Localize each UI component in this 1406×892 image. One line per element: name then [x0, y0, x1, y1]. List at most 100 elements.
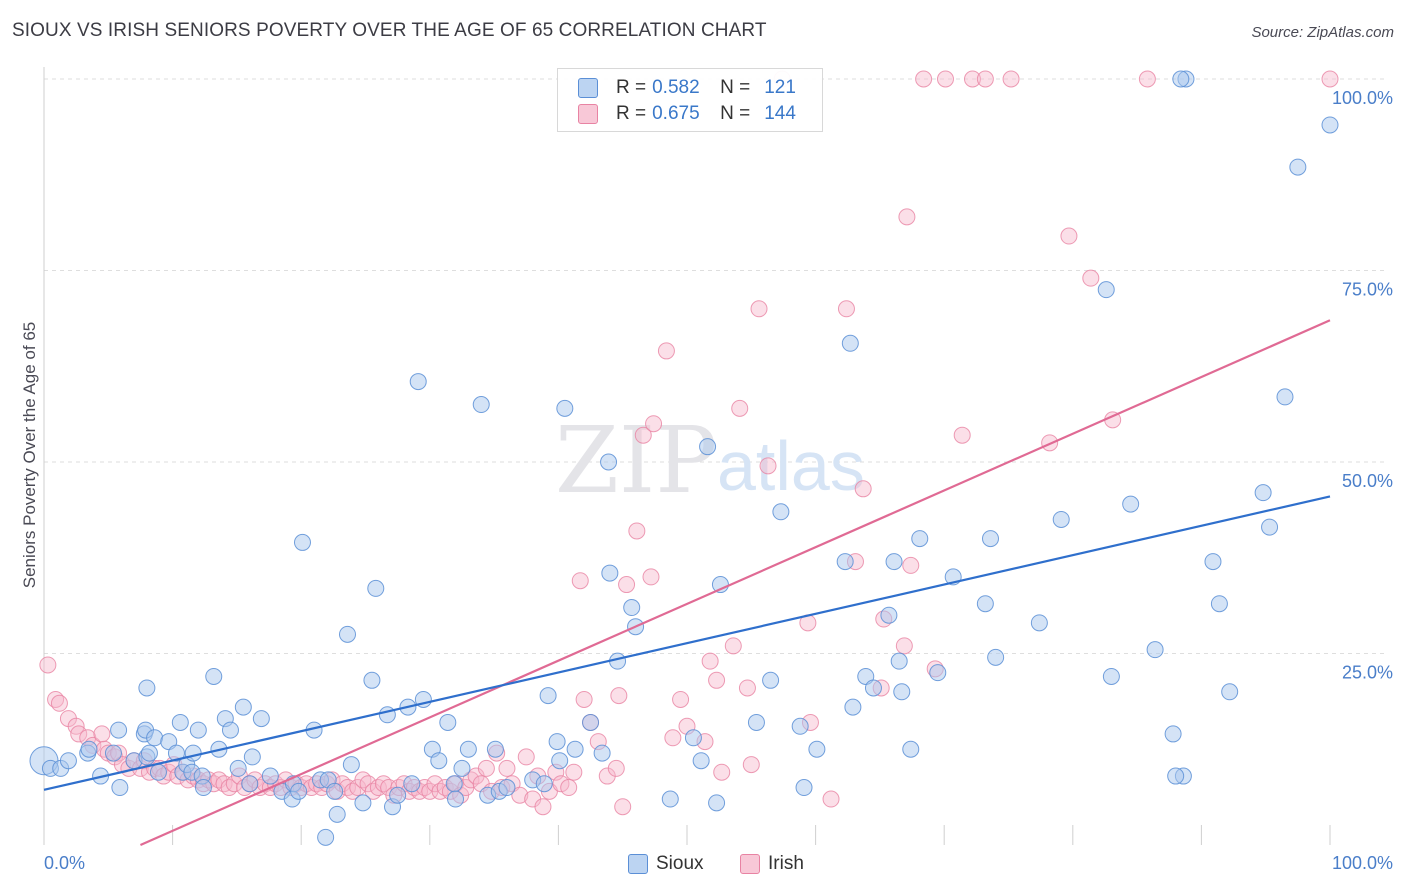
chart-title: SIOUX VS IRISH SENIORS POVERTY OVER THE … [12, 20, 767, 41]
irish-swatch [578, 104, 598, 124]
irish-point [552, 775, 570, 793]
sioux-point [692, 752, 710, 770]
sioux-point [535, 775, 553, 793]
sioux-point [708, 794, 726, 812]
sioux-point [317, 828, 335, 846]
irish-point [534, 798, 552, 816]
x-tick-label: 0.0% [44, 853, 85, 873]
sioux-point [194, 779, 212, 797]
sioux-point [138, 679, 156, 697]
sioux-point [791, 717, 809, 735]
sioux-point [430, 752, 448, 770]
irish-point [50, 694, 68, 712]
sioux-point [243, 748, 261, 766]
irish-point [560, 779, 578, 797]
irish-point [902, 556, 920, 574]
sioux-trend-line [43, 495, 1331, 791]
irish-point [70, 725, 88, 743]
sioux-point [328, 805, 346, 823]
sioux-point [808, 740, 826, 758]
sioux-point [1221, 683, 1239, 701]
n-label: N = [720, 103, 751, 124]
irish-point [575, 690, 593, 708]
sioux-point [229, 759, 247, 777]
irish-point [742, 756, 760, 774]
irish-point [628, 522, 646, 540]
sioux-point [981, 530, 999, 548]
irish-point [1321, 70, 1339, 88]
legend-row-irish: R = 0.675 N = 144 [578, 102, 796, 126]
irish-point [724, 637, 742, 655]
sioux-point [772, 503, 790, 521]
irish-point [1002, 70, 1020, 88]
sioux-point [453, 759, 471, 777]
sioux-legend-label: Sioux [656, 853, 704, 874]
irish-point [607, 759, 625, 777]
sioux-point [140, 744, 158, 762]
sioux-point [911, 530, 929, 548]
irish-point [477, 759, 495, 777]
tick-label-layer: 25.0% 50.0% 75.0% 100.0% 0.0% 100.0% [44, 88, 1393, 873]
irish-point [610, 687, 628, 705]
sioux-point [167, 744, 185, 762]
y-tick-label: 25.0% [1342, 663, 1393, 683]
sioux-point [890, 652, 908, 670]
sioux-point [661, 790, 679, 808]
sioux-point [409, 373, 427, 391]
sioux-point [684, 729, 702, 747]
sioux-point [893, 683, 911, 701]
sioux-point [1167, 767, 1185, 785]
irish-point [565, 763, 583, 781]
irish-point [708, 671, 726, 689]
irish-point [664, 729, 682, 747]
sioux-point [844, 698, 862, 716]
y-tick-label: 50.0% [1342, 471, 1393, 491]
watermark-zip: ZIP [555, 407, 717, 514]
sioux-point [1254, 484, 1272, 502]
sioux-point [1276, 388, 1294, 406]
trend-layer [43, 319, 1331, 847]
irish-point [1082, 269, 1100, 287]
irish-point [738, 679, 756, 697]
sioux-point [593, 744, 611, 762]
sioux-point [1261, 518, 1279, 536]
grid-layer [44, 78, 1385, 654]
irish-point [1138, 70, 1156, 88]
n-value: 144 [764, 103, 796, 124]
legend-row-sioux: R = 0.582 N = 121 [578, 76, 796, 100]
sioux-point [445, 775, 463, 793]
r-label: R = [616, 77, 647, 98]
irish-point [953, 426, 971, 444]
r-value: 0.675 [652, 103, 700, 124]
sioux-point [747, 713, 765, 731]
sioux-point [447, 790, 465, 808]
sioux-point [929, 664, 947, 682]
sioux-legend-swatch [628, 854, 648, 874]
sioux-point [354, 794, 372, 812]
irish-point [618, 576, 636, 594]
sioux-point [976, 595, 994, 613]
sioux-point [338, 625, 356, 643]
irish-point [511, 786, 529, 804]
sioux-point [864, 679, 882, 697]
sioux-point [600, 453, 618, 471]
sioux-point [1289, 158, 1307, 176]
irish-point [837, 300, 855, 318]
irish-point [634, 426, 652, 444]
irish-point [898, 208, 916, 226]
irish-point [672, 690, 690, 708]
y-tick-label: 75.0% [1342, 280, 1393, 300]
sioux-point [539, 687, 557, 705]
sioux-point [1172, 70, 1190, 88]
sioux-point [1052, 510, 1070, 528]
irish-point [713, 763, 731, 781]
irish-point [645, 415, 663, 433]
y-tick-label: 100.0% [1332, 88, 1393, 108]
sioux-point [987, 648, 1005, 666]
source-label: Source: ZipAtlas.com [1251, 24, 1394, 41]
n-value: 121 [764, 77, 796, 98]
sioux-point [1122, 495, 1140, 513]
sioux-point [762, 671, 780, 689]
irish-point [39, 656, 57, 674]
watermark-atlas: atlas [717, 427, 865, 505]
